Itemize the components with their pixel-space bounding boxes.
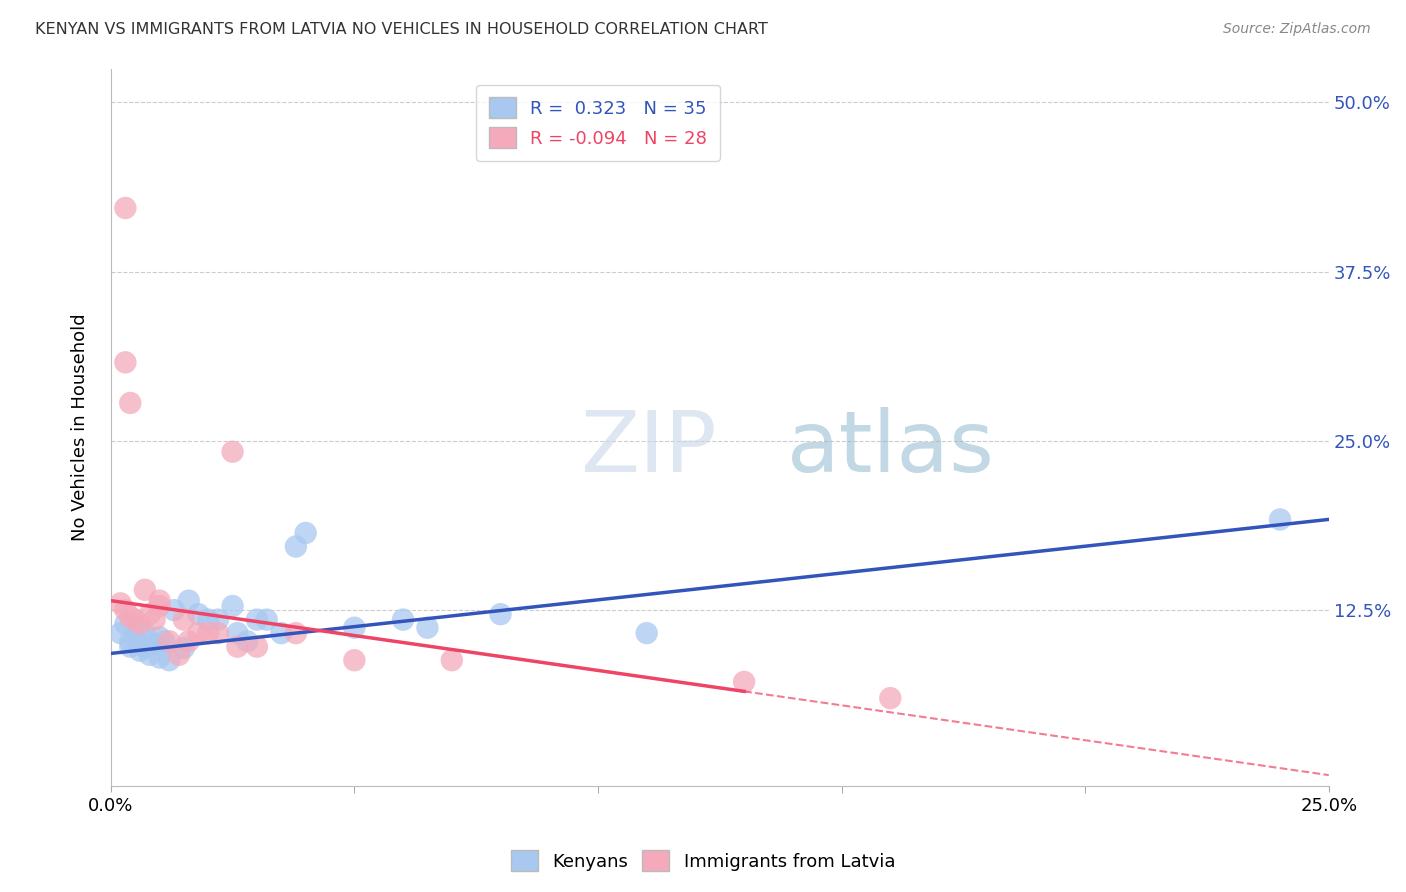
Point (207, 613, 229, 627)
Point (221, 444, 243, 458)
Point (129, 644, 152, 658)
Y-axis label: No Vehicles in Household: No Vehicles in Household (72, 313, 89, 541)
Point (197, 626, 219, 640)
Point (221, 599, 243, 613)
Point (143, 637, 166, 651)
Point (284, 626, 307, 640)
Point (114, 603, 136, 617)
Point (163, 603, 186, 617)
Text: KENYAN VS IMMIGRANTS FROM LATVIA NO VEHICLES IN HOUSEHOLD CORRELATION CHART: KENYAN VS IMMIGRANTS FROM LATVIA NO VEHI… (35, 22, 768, 37)
Point (148, 599, 170, 613)
Point (124, 630, 146, 644)
Point (1268, 512, 1291, 526)
Point (110, 626, 132, 640)
Point (236, 634, 259, 648)
Legend: Kenyans, Immigrants from Latvia: Kenyans, Immigrants from Latvia (503, 843, 903, 879)
Point (120, 640, 142, 654)
Point (157, 634, 180, 648)
Point (284, 540, 307, 554)
Point (173, 640, 195, 655)
Point (416, 621, 439, 635)
Point (879, 691, 901, 706)
Point (440, 653, 463, 667)
Point (733, 674, 755, 689)
Point (256, 613, 278, 627)
Point (148, 630, 170, 644)
Point (207, 626, 229, 640)
Point (392, 613, 415, 627)
Point (343, 621, 366, 635)
Point (187, 607, 209, 622)
Point (134, 582, 156, 597)
Point (120, 396, 142, 410)
Point (226, 626, 249, 640)
Point (124, 613, 146, 627)
Point (153, 634, 176, 648)
Point (177, 593, 200, 607)
Point (157, 653, 180, 667)
Point (197, 613, 219, 627)
Point (173, 613, 195, 627)
Point (636, 626, 658, 640)
Point (110, 596, 132, 610)
Text: Source: ZipAtlas.com: Source: ZipAtlas.com (1223, 22, 1371, 37)
Point (246, 640, 269, 654)
Point (148, 593, 170, 607)
Legend: R =  0.323   N = 35, R = -0.094   N = 28: R = 0.323 N = 35, R = -0.094 N = 28 (477, 85, 720, 161)
Point (177, 634, 200, 648)
Point (114, 616, 136, 631)
Point (129, 616, 152, 631)
Text: atlas: atlas (787, 408, 995, 491)
Point (187, 626, 209, 640)
Point (114, 355, 136, 369)
Point (489, 607, 512, 622)
Point (129, 621, 152, 635)
Point (343, 653, 366, 667)
Point (139, 648, 162, 662)
Point (114, 201, 136, 215)
Point (143, 613, 166, 627)
Point (294, 525, 316, 540)
Point (148, 650, 170, 665)
Point (246, 613, 269, 627)
Point (134, 640, 156, 654)
Point (120, 610, 142, 624)
Point (270, 626, 292, 640)
Text: ZIP: ZIP (579, 408, 716, 491)
Point (120, 634, 142, 648)
Point (167, 648, 190, 662)
Point (226, 640, 249, 654)
Point (139, 607, 162, 622)
Point (134, 626, 156, 640)
